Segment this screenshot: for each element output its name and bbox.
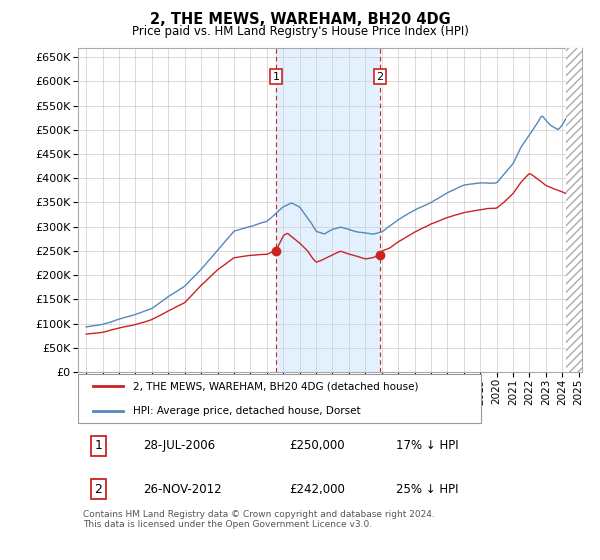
Text: 2, THE MEWS, WAREHAM, BH20 4DG (detached house): 2, THE MEWS, WAREHAM, BH20 4DG (detached…: [133, 381, 419, 391]
Text: 25% ↓ HPI: 25% ↓ HPI: [395, 483, 458, 496]
Text: £242,000: £242,000: [290, 483, 346, 496]
Text: 1: 1: [94, 439, 102, 452]
Bar: [276, 48, 380, 372]
Text: 17% ↓ HPI: 17% ↓ HPI: [395, 439, 458, 452]
Text: 1: 1: [272, 72, 280, 82]
Text: Contains HM Land Registry data © Crown copyright and database right 2024.
This d: Contains HM Land Registry data © Crown c…: [83, 510, 435, 529]
Text: Price paid vs. HM Land Registry's House Price Index (HPI): Price paid vs. HM Land Registry's House …: [131, 25, 469, 38]
Text: HPI: Average price, detached house, Dorset: HPI: Average price, detached house, Dors…: [133, 405, 361, 416]
Text: £250,000: £250,000: [290, 439, 346, 452]
FancyBboxPatch shape: [78, 374, 481, 423]
Text: 2: 2: [377, 72, 383, 82]
Text: 26-NOV-2012: 26-NOV-2012: [143, 483, 222, 496]
Text: 2: 2: [94, 483, 102, 496]
Text: 2, THE MEWS, WAREHAM, BH20 4DG: 2, THE MEWS, WAREHAM, BH20 4DG: [149, 12, 451, 27]
Bar: [566, 48, 582, 372]
Text: 28-JUL-2006: 28-JUL-2006: [143, 439, 215, 452]
